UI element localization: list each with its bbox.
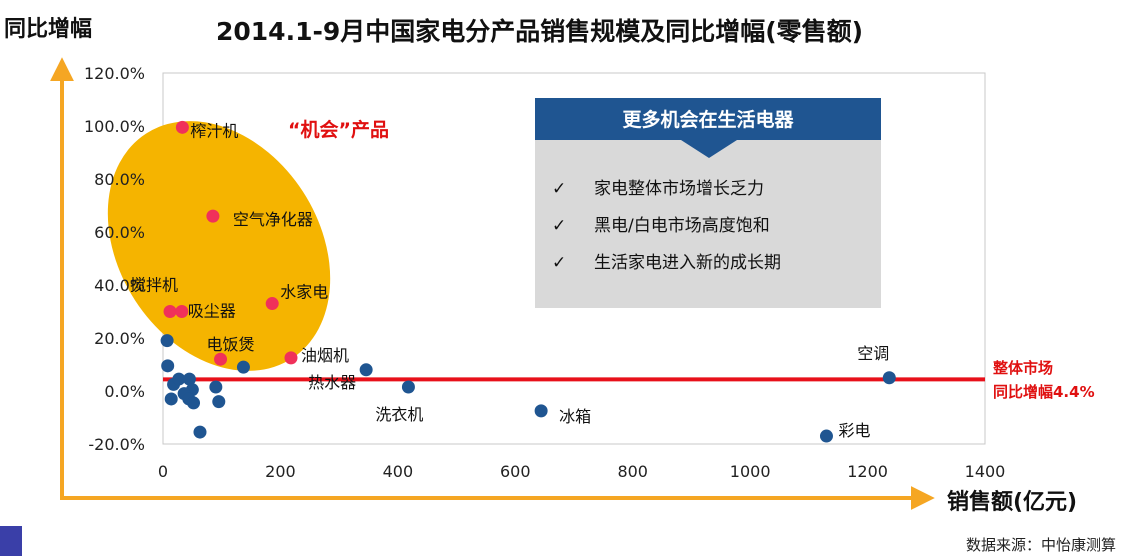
x-tick-label: 800 — [617, 462, 648, 481]
data-point — [172, 372, 186, 386]
market-annotation-line2: 同比增幅4.4% — [993, 383, 1095, 401]
callout-check-3: ✓ — [552, 253, 566, 273]
point-label: 热水器 — [308, 373, 356, 392]
market-annotation-line1: 整体市场 — [993, 359, 1053, 377]
y-axis-title: 同比增幅 — [4, 16, 92, 42]
opportunity-point — [163, 305, 177, 318]
data-points — [160, 120, 896, 443]
y-tick-label: 80.0% — [94, 170, 145, 189]
data-point — [164, 392, 178, 406]
data-point — [187, 396, 201, 410]
corner-decoration — [0, 526, 22, 556]
data-point — [212, 395, 226, 409]
y-tick-labels: -20.0% 0.0% 20.0% 40.0% 60.0% 80.0% 100.0% 120.… — [84, 64, 145, 454]
callout-item-1: 家电整体市场增长乏力 — [594, 179, 764, 199]
x-axis-title: 销售额(亿元) — [947, 489, 1077, 515]
point-label: 榨汁机 — [190, 121, 238, 140]
y-tick-label: 120.0% — [84, 64, 145, 83]
y-tick-label: 100.0% — [84, 117, 145, 136]
x-tick-labels: 0 200 400 600 800 1000 1200 1400 — [158, 462, 1005, 481]
callout-box: 更多机会在生活电器 ✓ 家电整体市场增长乏力 ✓ 黑电/白电市场高度饱和 ✓ 生… — [535, 98, 881, 308]
data-point — [236, 360, 250, 374]
callout-body — [535, 140, 881, 308]
y-tick-label: 20.0% — [94, 329, 145, 348]
data-point — [160, 334, 174, 348]
data-point — [401, 380, 415, 394]
x-tick-label: 1400 — [965, 462, 1006, 481]
point-label: 空调 — [857, 344, 889, 363]
x-tick-label: 200 — [265, 462, 296, 481]
x-tick-label: 400 — [383, 462, 414, 481]
x-tick-label: 600 — [500, 462, 531, 481]
opportunity-point — [175, 120, 189, 134]
opportunity-point — [206, 209, 220, 223]
point-label: 空气净化器 — [233, 210, 313, 229]
data-point — [209, 380, 223, 394]
point-label: 电饭煲 — [207, 335, 255, 354]
y-tick-label: 40.0% — [94, 276, 145, 295]
data-point — [359, 363, 373, 377]
x-tick-label: 1000 — [730, 462, 771, 481]
x-tick-label: 1200 — [847, 462, 888, 481]
data-point — [193, 425, 207, 439]
opportunity-point — [284, 351, 298, 365]
point-label: 水家电 — [280, 283, 328, 302]
callout-title: 更多机会在生活电器 — [622, 108, 794, 131]
y-tick-label: -20.0% — [88, 435, 145, 454]
data-point — [819, 429, 833, 443]
callout-check-2: ✓ — [552, 216, 566, 236]
x-tick-label: 0 — [158, 462, 168, 481]
point-label: 吸尘器 — [188, 302, 236, 321]
opportunity-point — [214, 352, 228, 366]
data-point — [534, 404, 548, 418]
point-label: 彩电 — [838, 421, 870, 440]
point-label: 搅拌机 — [130, 276, 178, 295]
y-tick-label: 60.0% — [94, 223, 145, 242]
opportunity-point — [265, 297, 279, 311]
chart-title: 2014.1-9月中国家电分产品销售规模及同比增幅(零售额) — [216, 17, 863, 46]
point-label: 洗衣机 — [375, 405, 423, 424]
callout-check-1: ✓ — [552, 179, 566, 199]
point-label: 油烟机 — [301, 346, 349, 365]
opportunity-annotation: “机会”产品 — [288, 118, 389, 141]
data-point — [161, 359, 175, 373]
data-point — [182, 372, 196, 386]
opportunity-point — [175, 305, 189, 318]
point-label: 冰箱 — [559, 407, 591, 426]
data-point — [882, 371, 896, 385]
source-note: 数据来源：中怡康测算 — [966, 536, 1116, 554]
callout-item-2: 黑电/白电市场高度饱和 — [594, 216, 770, 236]
callout-item-3: 生活家电进入新的成长期 — [594, 253, 781, 273]
y-tick-label: 0.0% — [104, 382, 145, 401]
callout-header — [535, 98, 881, 158]
